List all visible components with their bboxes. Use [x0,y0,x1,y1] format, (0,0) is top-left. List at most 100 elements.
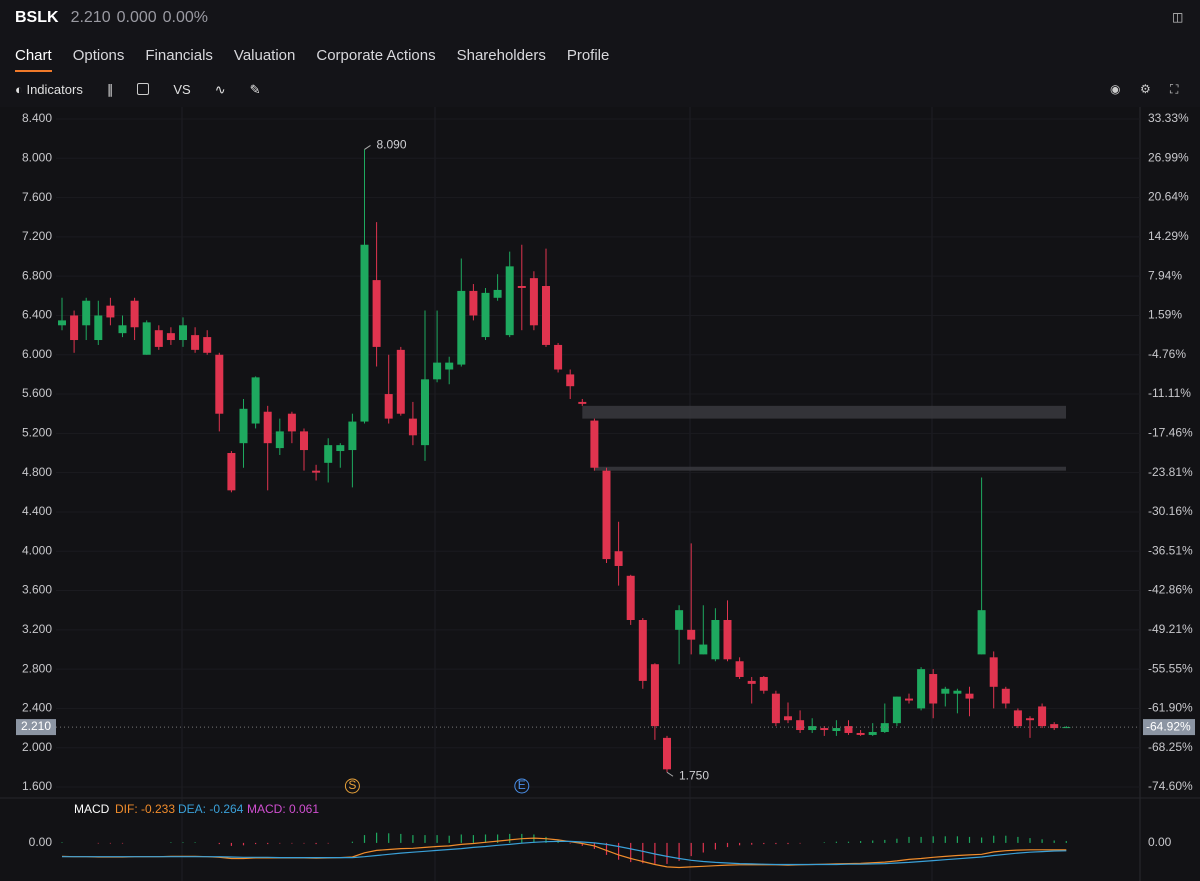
tab[interactable]: Corporate Actions [316,47,436,64]
event-marker [344,778,360,794]
candle-body [179,325,187,341]
candle-body [735,661,744,677]
y2-tick-label: 1.59% [1148,308,1182,322]
y-tick-label: 1.600 [22,779,52,793]
y2-tick-label: -74.60% [1148,779,1193,793]
y2-tick-label: -17.46% [1148,426,1193,440]
candle-body [868,731,877,735]
candle-body [251,377,260,424]
candle-body [554,344,563,370]
annotation-leader [666,771,674,777]
candle-body [372,280,381,347]
tab[interactable]: Shareholders [456,47,546,64]
candle-body [360,244,369,422]
candle-body [892,696,901,724]
y2-tick-label: -42.86% [1148,583,1193,597]
y2-tick-label: 0.00 [1148,835,1172,849]
candle-body [856,732,865,735]
candle-body [771,693,780,724]
y2-tick-label: 33.33% [1148,111,1189,125]
candle-body [94,315,103,341]
candle-body [421,379,429,446]
candle-body [481,292,490,338]
candle-body [1026,718,1034,721]
candle-body [263,411,272,444]
candle-body [300,431,308,451]
header: BSLK 2.210 0.000 0.00% [15,9,214,27]
y-tick-label: 2.000 [22,740,52,754]
candle-body [723,620,732,660]
fullscreen-icon[interactable]: ⛶ [1169,82,1179,96]
tab[interactable]: Valuation [233,47,296,64]
chart-icon[interactable]: ∿ [214,82,226,97]
annotation-label: 8.090 [377,138,407,152]
candle-body [590,420,599,468]
candle-body [638,620,647,681]
event-label: E [518,778,526,792]
candle-body [796,720,805,731]
candle-body [203,337,212,353]
candle-body [457,290,466,365]
settings-icon[interactable]: ⚙ [1140,82,1151,96]
price-gap [582,405,1066,419]
y-tick-label: 3.200 [22,622,52,636]
candle-body [106,305,115,318]
candle-body [566,374,575,387]
compare-button[interactable]: VS [173,82,191,97]
toolbar: ◐ Indicators ∥ VS ∿ ✎ [15,82,285,98]
tab[interactable]: Financials [145,47,213,64]
candle-body [977,610,986,655]
candle-body [989,657,998,687]
tabs: Chart Options Financials Valuation Corporate… [15,47,630,72]
candle-body [130,300,139,328]
macd-title: MACD [74,802,110,816]
candle-body [699,644,708,655]
candle-body [808,726,817,731]
symbol: BSLK [15,9,59,26]
candle-body [759,676,768,691]
y-tick-label: 2.800 [22,661,52,675]
candle-body [239,408,248,444]
last-pct-box [1143,719,1195,736]
candle-body [336,445,345,452]
tab[interactable]: Profile [566,47,610,64]
last-price-label: 2.210 [21,719,51,733]
candle-body [784,716,792,721]
draw-icon[interactable]: ✎ [249,82,261,97]
y-tick-label: 6.400 [22,308,52,322]
change-pct: 0.00% [162,9,209,26]
candle-body [142,322,151,355]
y2-tick-label: -4.76% [1148,347,1186,361]
tab[interactable]: Chart [15,47,52,72]
candle-body [626,575,635,620]
indicators-button[interactable]: ◐ Indicators [15,82,83,97]
candle-body [917,669,926,709]
camera-icon[interactable]: ◉ [1110,82,1120,96]
candle-body [166,333,175,341]
candle-body [687,629,696,640]
candle-body [384,394,393,419]
square-icon[interactable] [137,82,150,97]
candle-body [445,362,454,370]
candle-body [154,330,163,347]
candle-body [1013,710,1022,727]
candle-body [505,266,514,336]
candle-body [215,354,224,414]
collapse-icon[interactable]: ◫ [1172,10,1183,24]
candle-body [1001,688,1010,704]
candle-body [275,431,284,449]
candle-body [675,610,684,630]
candle-body [844,726,853,733]
y-tick-label: 4.000 [22,543,52,557]
event-marker [514,778,530,794]
y-tick-label: 5.600 [22,386,52,400]
candle-body [965,693,974,699]
candle-body [433,362,442,380]
tab[interactable]: Options [72,47,125,64]
y2-tick-label: 26.99% [1148,150,1189,164]
candle-body [118,325,127,334]
candle-body [493,289,502,298]
candle-icon[interactable]: ∥ [106,82,114,97]
candle-body [227,453,236,491]
